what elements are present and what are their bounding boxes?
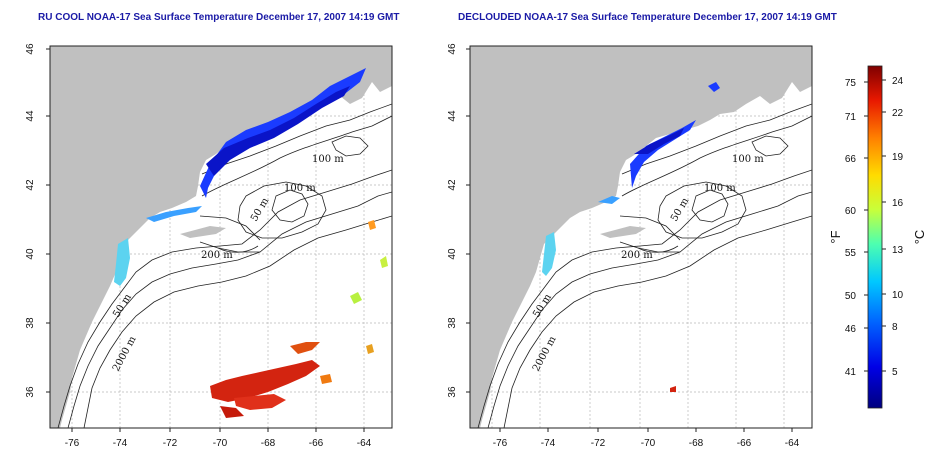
celsius-tick-label: 16 bbox=[892, 198, 904, 209]
fahrenheit-tick-label: 50 bbox=[845, 291, 857, 302]
fahrenheit-tick-label: 60 bbox=[845, 206, 857, 217]
longitude-tick-label: -76 bbox=[65, 438, 80, 449]
y-axis: 46 44 42 40 38 36 bbox=[25, 43, 50, 398]
celsius-tick-label: 22 bbox=[892, 108, 904, 119]
longitude-tick-label: -68 bbox=[689, 438, 704, 449]
x-axis: -76 -74 -72 -70 -68 -66 -64 bbox=[493, 428, 800, 449]
latitude-tick-label: 44 bbox=[447, 110, 458, 122]
celsius-tick-label: 13 bbox=[892, 245, 904, 256]
left-panel-title: RU COOL NOAA-17 Sea Surface Temperature … bbox=[38, 12, 400, 23]
fahrenheit-tick-label: 75 bbox=[845, 78, 857, 89]
celsius-tick-label: 5 bbox=[892, 367, 898, 378]
fahrenheit-tick-label: 71 bbox=[845, 112, 857, 123]
celsius-tick-label: 10 bbox=[892, 290, 904, 301]
contour-label-200m: 200 m bbox=[201, 250, 233, 261]
longitude-tick-label: -70 bbox=[641, 438, 656, 449]
contour-label-100m: 100 m bbox=[284, 183, 316, 194]
longitude-tick-label: -72 bbox=[163, 438, 178, 449]
longitude-tick-label: -70 bbox=[213, 438, 228, 449]
fahrenheit-tick-label: 55 bbox=[845, 248, 857, 259]
latitude-tick-label: 44 bbox=[25, 110, 36, 122]
celsius-tick-label: 19 bbox=[892, 152, 904, 163]
map-frame bbox=[469, 45, 813, 429]
map-frame bbox=[49, 45, 393, 429]
left-map-panel: 100 m 100 m 50 m 200 m 50 m 2000 m -76 -… bbox=[25, 43, 393, 449]
contour-label-100m: 100 m bbox=[312, 154, 344, 165]
longitude-tick-label: -76 bbox=[493, 438, 508, 449]
y-axis: 46 44 42 40 38 36 bbox=[447, 43, 470, 398]
celsius-unit-label: °C bbox=[912, 230, 927, 245]
longitude-tick-label: -68 bbox=[261, 438, 276, 449]
latitude-tick-label: 40 bbox=[25, 248, 36, 260]
longitude-tick-label: -74 bbox=[541, 438, 556, 449]
contour-label-100m: 100 m bbox=[704, 183, 736, 194]
latitude-tick-label: 46 bbox=[25, 43, 36, 55]
contour-label-200m: 200 m bbox=[621, 250, 653, 261]
latitude-tick-label: 46 bbox=[447, 43, 458, 55]
sst-coastal-band bbox=[114, 68, 366, 286]
latitude-tick-label: 36 bbox=[25, 386, 36, 398]
latitude-tick-label: 38 bbox=[25, 317, 36, 329]
sst-coastal-band bbox=[542, 82, 720, 276]
right-map-panel: 100 m 100 m 50 m 200 m 50 m 2000 m -76 -… bbox=[447, 43, 813, 449]
latitude-tick-label: 42 bbox=[25, 179, 36, 191]
celsius-tick-label: 8 bbox=[892, 322, 898, 333]
fahrenheit-unit-label: °F bbox=[828, 230, 843, 243]
temperature-colorbar: 75 71 66 60 55 50 46 41 24 22 19 16 13 1… bbox=[828, 65, 927, 409]
longitude-tick-label: -66 bbox=[309, 438, 324, 449]
longitude-tick-label: -66 bbox=[737, 438, 752, 449]
x-axis: -76 -74 -72 -70 -68 -66 -64 bbox=[65, 428, 372, 449]
fahrenheit-tick-label: 41 bbox=[845, 367, 857, 378]
latitude-tick-label: 42 bbox=[447, 179, 458, 191]
colorbar-gradient bbox=[867, 65, 883, 409]
fahrenheit-tick-label: 46 bbox=[845, 324, 857, 335]
longitude-tick-label: -64 bbox=[357, 438, 372, 449]
latitude-tick-label: 38 bbox=[447, 317, 458, 329]
latitude-tick-label: 36 bbox=[447, 386, 458, 398]
right-panel-title: DECLOUDED NOAA-17 Sea Surface Temperatur… bbox=[458, 12, 837, 23]
contour-label-100m: 100 m bbox=[732, 154, 764, 165]
longitude-tick-label: -74 bbox=[113, 438, 128, 449]
sst-warm-patches bbox=[670, 386, 676, 392]
longitude-tick-label: -64 bbox=[785, 438, 800, 449]
fahrenheit-tick-label: 66 bbox=[845, 154, 857, 165]
sst-warm-patches bbox=[210, 220, 388, 418]
celsius-tick-label: 24 bbox=[892, 76, 904, 87]
latitude-tick-label: 40 bbox=[447, 248, 458, 260]
longitude-tick-label: -72 bbox=[591, 438, 606, 449]
